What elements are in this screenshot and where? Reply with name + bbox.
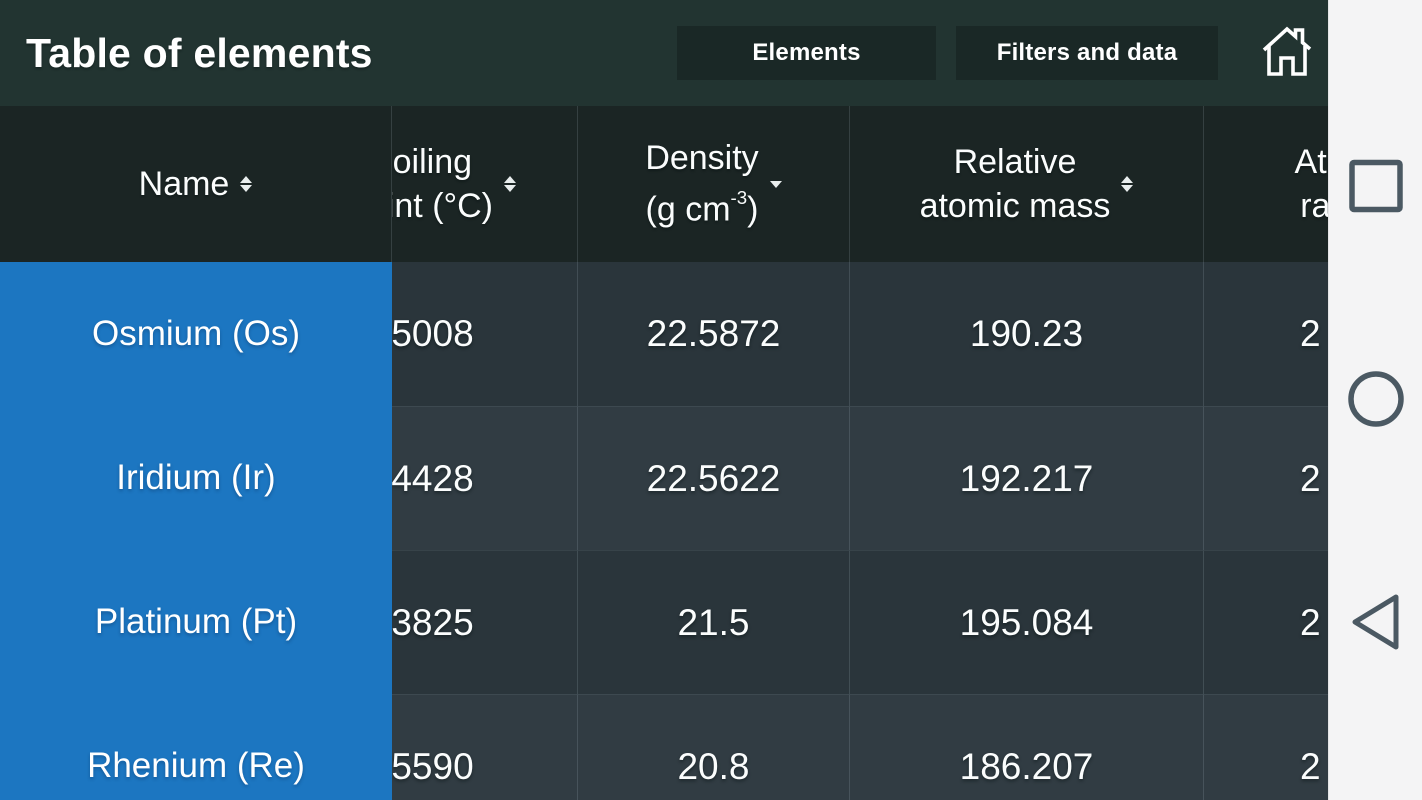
main-area: Table of elements Elements Filters and d…	[0, 0, 1328, 800]
sort-icon	[1121, 175, 1134, 193]
home-circle-icon	[1347, 370, 1405, 431]
page-title: Table of elements	[26, 29, 373, 76]
cell-density[interactable]: 22.5872	[578, 262, 850, 406]
sort-icon	[240, 175, 253, 193]
cell-element-name[interactable]: Iridium (Ir)	[0, 406, 392, 550]
cell-atomic-radius[interactable]: 2	[1204, 406, 1328, 550]
cell-element-name[interactable]: Platinum (Pt)	[0, 550, 392, 694]
cell-atomic-radius[interactable]: 2	[1204, 550, 1328, 694]
back-icon	[1350, 592, 1402, 655]
cell-element-name[interactable]: Rhenium (Re)	[0, 694, 392, 800]
header-label: Name	[138, 164, 230, 203]
column-header-atomic-radius[interactable]: Atomic radius	[1204, 106, 1328, 262]
cell-density[interactable]: 22.5622	[578, 406, 850, 550]
cell-density[interactable]: 21.5	[578, 550, 850, 694]
column-header-relative-atomic-mass[interactable]: Relative atomic mass	[850, 106, 1204, 262]
cell-atomic-radius[interactable]: 2	[1204, 694, 1328, 800]
home-nav-button[interactable]	[1329, 345, 1422, 455]
header-label: Relative atomic mass	[919, 143, 1111, 225]
filters-and-data-button[interactable]: Filters and data	[956, 26, 1218, 80]
header-label: Atomic radius	[1294, 143, 1328, 225]
cell-relative-atomic-mass[interactable]: 192.217	[850, 406, 1204, 550]
cell-atomic-radius[interactable]: 2	[1204, 262, 1328, 406]
top-bar: Table of elements Elements Filters and d…	[0, 0, 1328, 106]
recents-icon	[1348, 159, 1404, 216]
recents-button[interactable]	[1329, 132, 1422, 242]
home-button[interactable]	[1260, 22, 1314, 84]
cell-element-name[interactable]: Osmium (Os)	[0, 262, 392, 406]
name-column: Name Osmium (Os) Iridium (Ir) Platinum (…	[0, 106, 392, 800]
sort-icon	[503, 175, 516, 193]
scrollable-columns[interactable]: Boiling point (°C) Density (g cm-3) Rela…	[288, 106, 1328, 800]
sort-descending-icon	[769, 175, 782, 193]
android-nav-bar	[1328, 0, 1422, 800]
home-icon	[1260, 21, 1314, 86]
elements-button[interactable]: Elements	[677, 26, 936, 80]
column-header-name[interactable]: Name	[0, 106, 392, 262]
cell-relative-atomic-mass[interactable]: 186.207	[850, 694, 1204, 800]
topbar-actions: Elements Filters and data	[677, 22, 1316, 84]
cell-density[interactable]: 20.8	[578, 694, 850, 800]
elements-data-table: Boiling point (°C) Density (g cm-3) Rela…	[0, 106, 1328, 800]
header-label: Density (g cm-3)	[645, 139, 759, 229]
cell-relative-atomic-mass[interactable]: 190.23	[850, 262, 1204, 406]
back-button[interactable]	[1329, 568, 1422, 678]
column-header-density[interactable]: Density (g cm-3)	[578, 106, 850, 262]
cell-relative-atomic-mass[interactable]: 195.084	[850, 550, 1204, 694]
